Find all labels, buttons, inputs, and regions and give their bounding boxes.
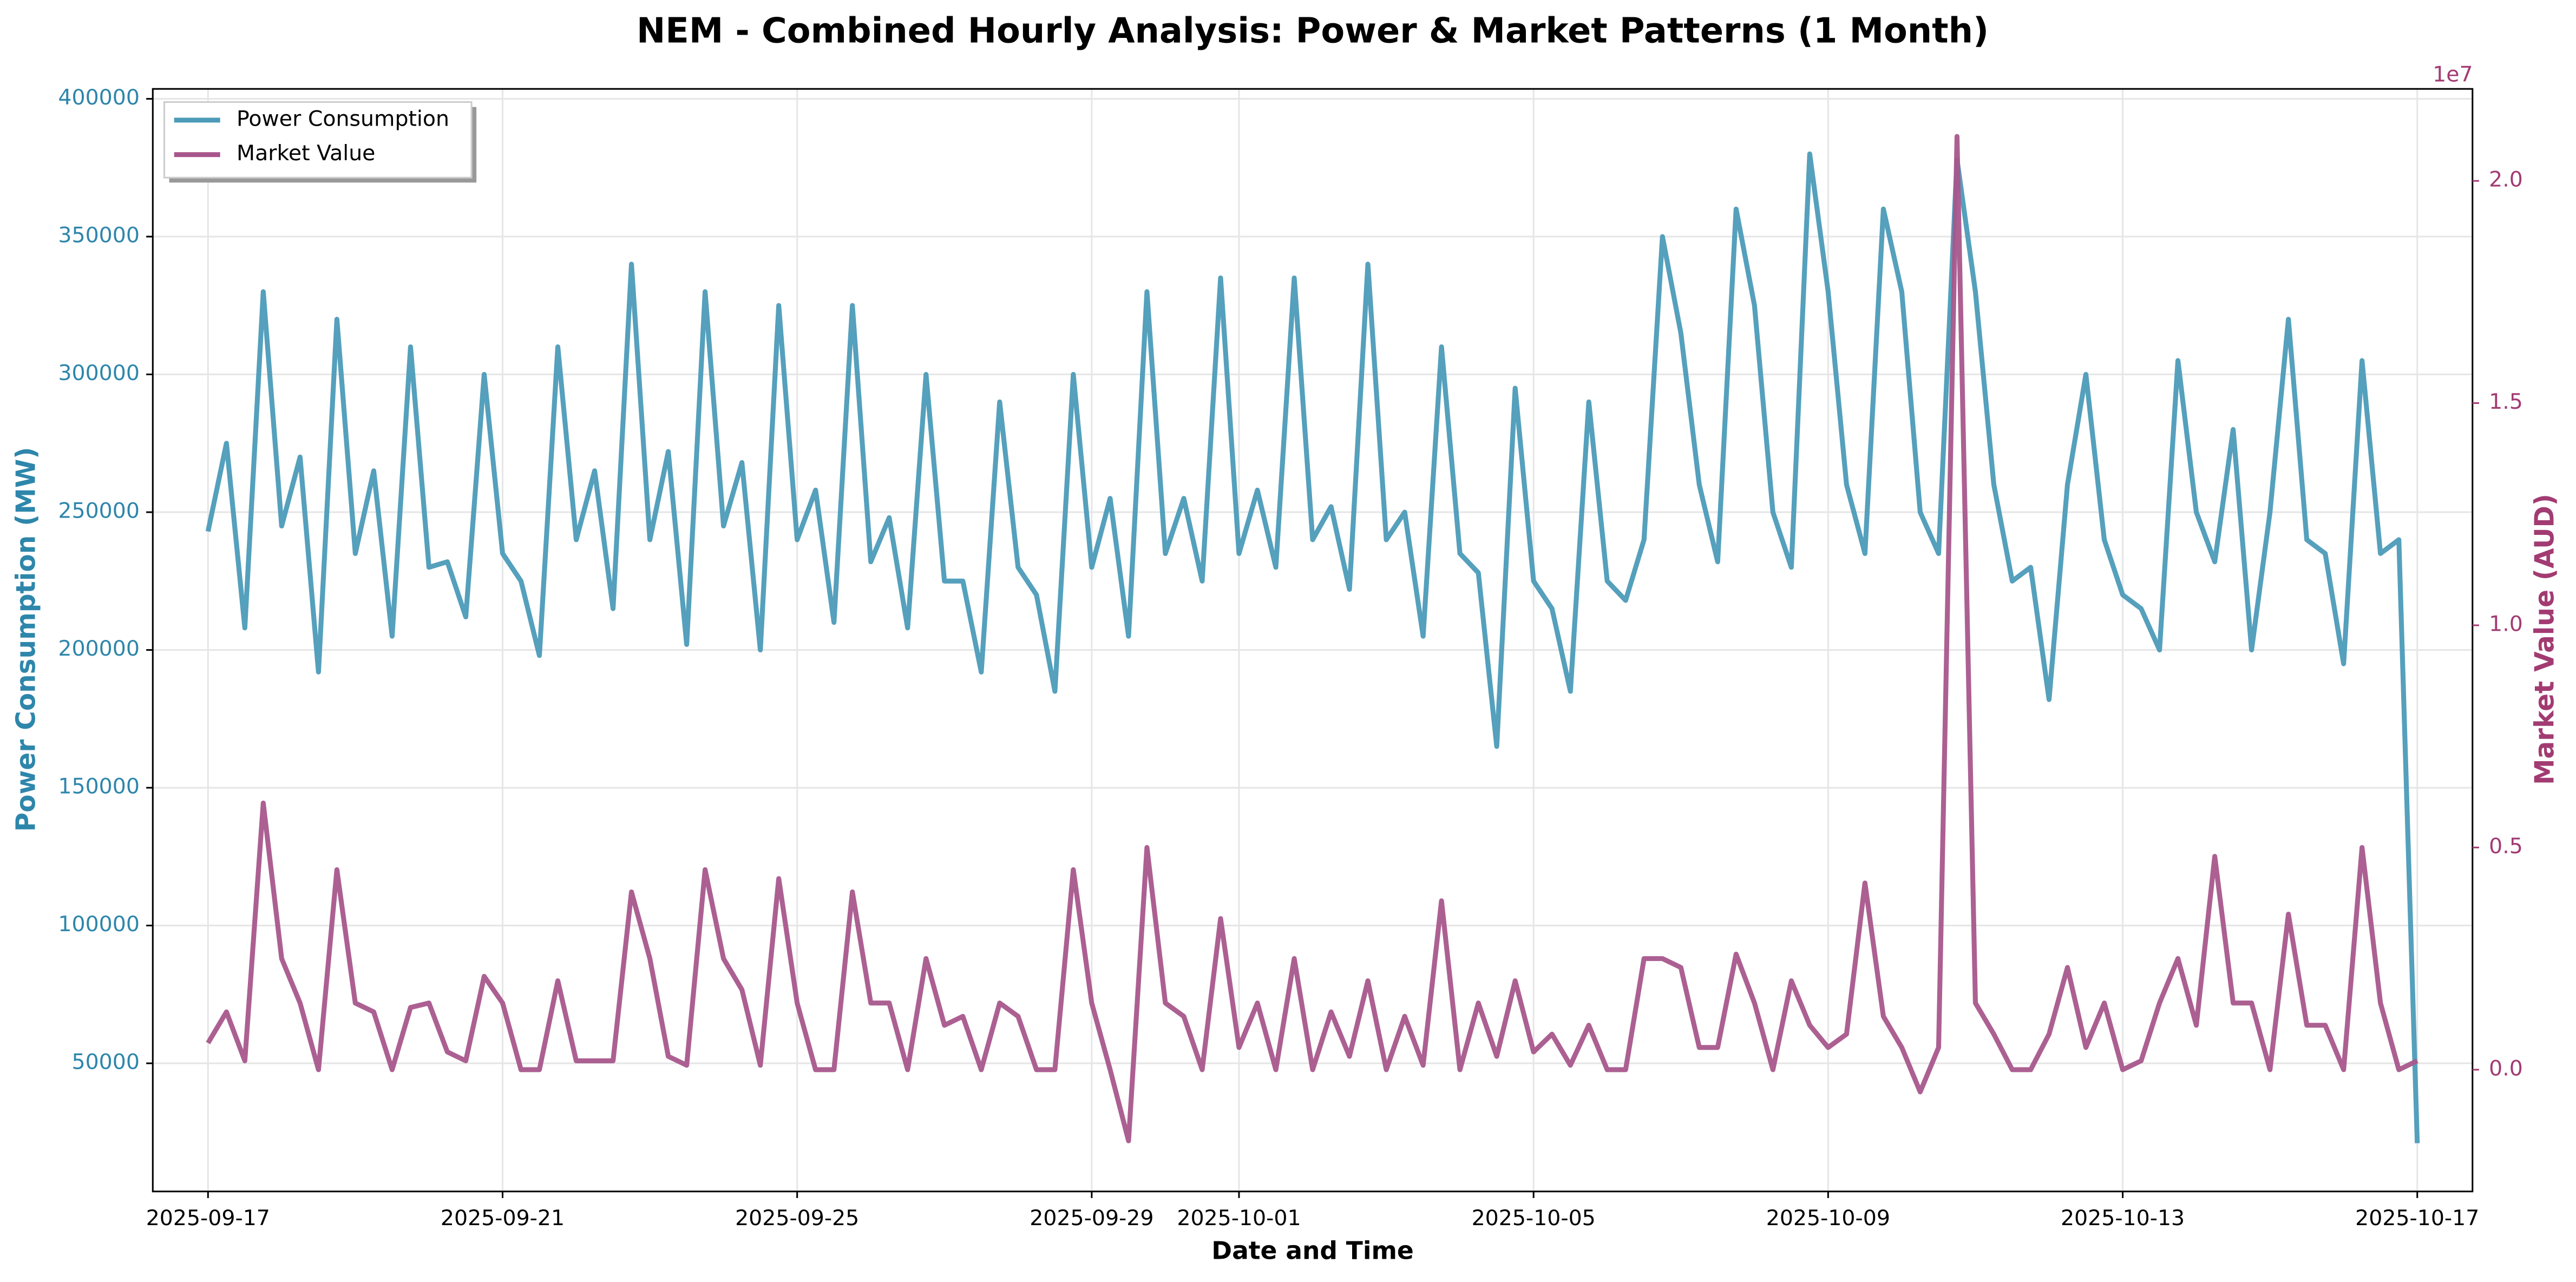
y2-tick-label: 2.0 [2489, 167, 2523, 192]
series-line [205, 151, 2420, 1143]
y-tick-label: 150000 [58, 774, 140, 799]
legend: Power Consumption Market Value [163, 101, 477, 183]
legend-label: Market Value [237, 141, 375, 166]
x-tick-label: 2025-10-17 [2355, 1206, 2479, 1231]
y2-tick-label: 1.5 [2489, 389, 2523, 414]
y-tick-label: 100000 [58, 912, 140, 937]
y2-tick-label: 0.5 [2489, 834, 2523, 859]
x-tick-label: 2025-10-13 [2061, 1206, 2185, 1231]
chart-title: NEM - Combined Hourly Analysis: Power & … [637, 11, 1989, 51]
y-tick-label: 400000 [58, 85, 140, 110]
x-tick-label: 2025-09-17 [146, 1206, 270, 1231]
legend-label: Power Consumption [237, 106, 449, 131]
legend-box [163, 101, 473, 179]
y2-tick-label: 1.0 [2489, 611, 2523, 636]
x-tick-label: 2025-09-25 [735, 1206, 859, 1231]
x-axis-label: Date and Time [1211, 1237, 1413, 1265]
plot-frame [152, 88, 2474, 1193]
x-tick-label: 2025-09-29 [1030, 1206, 1153, 1231]
y-tick-label: 250000 [58, 499, 140, 524]
y2-axis-label: Market Value (AUD) [2529, 494, 2560, 785]
x-tick-label: 2025-10-09 [1766, 1206, 1890, 1231]
y2-tick-label: 0.0 [2489, 1056, 2523, 1081]
y-tick-label: 50000 [72, 1050, 140, 1075]
lines [205, 134, 2420, 1143]
y-tick-label: 200000 [58, 636, 140, 661]
x-tick-label: 2025-10-05 [1472, 1206, 1596, 1231]
series-line [206, 134, 2418, 1143]
x-tick-label: 2025-10-01 [1177, 1206, 1301, 1231]
y-axis-label: Power Consumption (MW) [11, 447, 42, 832]
y-tick-label: 300000 [58, 361, 140, 385]
x-tick-label: 2025-09-21 [441, 1206, 565, 1231]
y2-offset-label: 1e7 [2433, 62, 2473, 87]
y-tick-label: 350000 [58, 223, 140, 248]
